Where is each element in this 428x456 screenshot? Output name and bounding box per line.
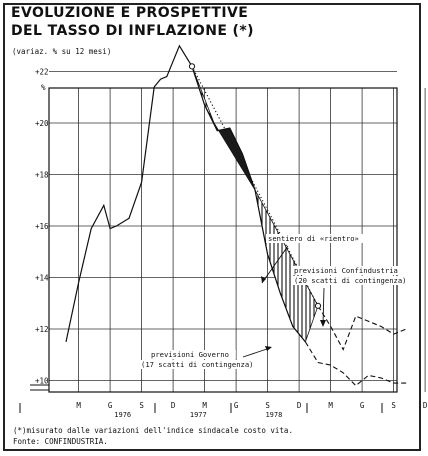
chart-subtitle: (variaz. % su 12 mesi) [12, 47, 112, 56]
x-month-label: M [328, 401, 333, 410]
annotation-governo-2: (17 scatti di contingenza) [141, 360, 254, 369]
annotation-confindustria-2-bg [292, 276, 416, 285]
y-tick-label: +20 [35, 119, 49, 128]
annotation-arrow-governo [242, 347, 271, 358]
x-year-label: 1976 [114, 411, 131, 419]
x-month-label: M [76, 401, 81, 410]
plot-border [48, 87, 398, 393]
x-month-label: D [423, 401, 428, 410]
annotation-arrowhead-sentiero [261, 276, 266, 283]
chart-title-line-2: DEL TASSO DI INFLAZIONE (*) [11, 23, 254, 39]
y-tick-label: +12 [35, 325, 49, 334]
series-lines [65, 44, 407, 387]
annotation-sentiero: sentiero di «rientro» [268, 234, 359, 243]
y-tick-label: +16 [35, 222, 49, 231]
annotation-arrow-sentiero [261, 245, 289, 284]
grid [48, 71, 426, 393]
annotation-governo-1: previsioni Governo [151, 350, 229, 359]
axis-break [30, 384, 49, 391]
series-line-4 [304, 341, 407, 387]
annotation-arrowhead-governo [265, 346, 272, 351]
band-solid [213, 122, 256, 191]
x-month-label: D [171, 401, 176, 410]
annotation-sentiero-bg [266, 234, 367, 243]
annotation-governo-2-bg [139, 360, 263, 369]
y-tick-label: +10 [35, 377, 49, 386]
x-month-label: M [202, 401, 207, 410]
x-month-label: G [108, 401, 113, 410]
annotation-confindustria-1: previsioni Confindustria [294, 266, 398, 275]
annotation-confindustria-1-bg [292, 266, 407, 275]
annotations: sentiero di «rientro» previsioni Confindu… [139, 234, 416, 369]
x-month-label: S [265, 401, 270, 410]
y-tick-label: +22 [35, 68, 49, 77]
x-month-label: S [391, 401, 396, 410]
y-tick-label: +14 [35, 274, 49, 283]
source-note: Fonte: CONFINDUSTRIA. [13, 437, 108, 446]
axes: % +10 +12 +14 +16 +18 +20 +22 M G S D M G S D M G S D 1976 19… [19, 68, 428, 419]
x-year-label: 1978 [265, 411, 282, 419]
annotation-arrow-confindustria [322, 287, 325, 326]
series-line-1 [65, 44, 306, 343]
chart-title-line-1: EVOLUZIONE E PROSPETTIVE [11, 5, 249, 21]
series-line-3 [317, 305, 407, 351]
x-month-label: S [139, 401, 144, 410]
footnote: (*)misurato dalle variazioni dell'indice… [13, 426, 293, 435]
series-marker [314, 302, 322, 309]
x-year-label: 1977 [190, 411, 207, 419]
series-marker [188, 63, 196, 70]
x-month-label: G [234, 401, 239, 410]
x-month-label: D [297, 401, 302, 410]
x-month-label: G [360, 401, 365, 410]
annotation-governo-1-bg [149, 350, 236, 359]
y-tick-label: +18 [35, 171, 49, 180]
y-axis-unit: % [41, 83, 46, 92]
annotation-confindustria-2: (20 scatti di contingenza) [294, 276, 407, 285]
figure-frame [3, 3, 421, 451]
annotation-arrowhead-confindustria [320, 320, 326, 327]
